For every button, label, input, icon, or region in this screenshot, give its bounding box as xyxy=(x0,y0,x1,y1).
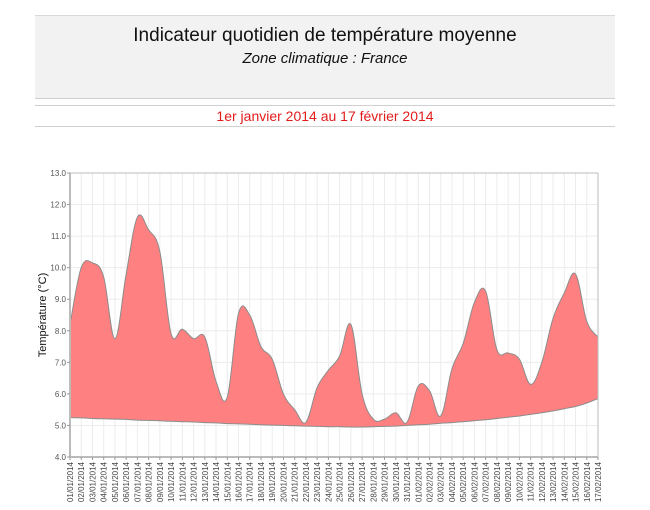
x-tick-label: 23/01/2014 xyxy=(313,461,322,502)
date-range: 1er janvier 2014 au 17 février 2014 xyxy=(35,105,615,127)
x-tick-label: 06/02/2014 xyxy=(470,461,479,502)
x-tick-label: 19/01/2014 xyxy=(268,461,277,502)
chart-header: Indicateur quotidien de température moye… xyxy=(35,15,615,99)
x-tick-label: 07/01/2014 xyxy=(133,461,142,502)
x-tick-label: 12/01/2014 xyxy=(190,461,199,502)
x-tick-label: 17/02/2014 xyxy=(594,461,603,502)
x-tick-label: 21/01/2014 xyxy=(291,461,300,502)
chart-title: Indicateur quotidien de température moye… xyxy=(133,25,517,46)
x-tick-label: 08/01/2014 xyxy=(145,461,154,502)
x-tick-label: 10/01/2014 xyxy=(167,461,176,502)
x-tick-label: 01/02/2014 xyxy=(414,461,423,502)
x-tick-label: 24/01/2014 xyxy=(324,461,333,502)
x-tick-label: 15/01/2014 xyxy=(223,461,232,502)
x-tick-label: 29/01/2014 xyxy=(381,461,390,502)
x-tick-label: 02/01/2014 xyxy=(77,461,86,502)
x-tick-label: 02/02/2014 xyxy=(425,461,434,502)
x-tick-label: 18/01/2014 xyxy=(257,461,266,502)
y-axis-label: Température (°C) xyxy=(37,273,49,357)
y-tick-label: 4.0 xyxy=(55,453,67,462)
y-tick-label: 12.0 xyxy=(50,201,66,210)
x-tick-label: 22/01/2014 xyxy=(302,461,311,502)
x-tick-label: 06/01/2014 xyxy=(122,461,131,502)
x-tick-label: 03/02/2014 xyxy=(437,461,446,502)
x-tick-label: 14/01/2014 xyxy=(212,461,221,502)
y-tick-label: 10.0 xyxy=(50,264,66,273)
x-tick-label: 07/02/2014 xyxy=(482,461,491,502)
x-tick-label: 04/01/2014 xyxy=(100,461,109,502)
x-tick-label: 20/01/2014 xyxy=(279,461,288,502)
x-tick-label: 16/02/2014 xyxy=(583,461,592,502)
x-tick-label: 05/01/2014 xyxy=(111,461,120,502)
x-tick-label: 13/01/2014 xyxy=(201,461,210,502)
x-tick-label: 14/02/2014 xyxy=(560,461,569,502)
x-tick-label: 08/02/2014 xyxy=(493,461,502,502)
x-tick-label: 27/01/2014 xyxy=(358,461,367,502)
x-tick-label: 12/02/2014 xyxy=(538,461,547,502)
x-tick-label: 11/02/2014 xyxy=(527,461,536,501)
x-tick-label: 09/02/2014 xyxy=(504,461,513,502)
x-tick-label: 03/01/2014 xyxy=(88,461,97,502)
x-tick-label: 01/01/2014 xyxy=(66,461,75,502)
x-tick-label: 17/01/2014 xyxy=(246,461,255,502)
y-tick-label: 6.0 xyxy=(55,390,67,399)
x-tick-label: 25/01/2014 xyxy=(336,461,345,502)
y-tick-label: 9.0 xyxy=(55,295,67,304)
y-tick-label: 8.0 xyxy=(55,327,67,336)
x-tick-label: 31/01/2014 xyxy=(403,461,412,502)
y-tick-label: 5.0 xyxy=(55,421,67,430)
x-tick-label: 04/02/2014 xyxy=(448,461,457,502)
x-tick-label: 05/02/2014 xyxy=(459,461,468,502)
x-tick-label: 13/02/2014 xyxy=(549,461,558,502)
chart-subtitle: Zone climatique : France xyxy=(242,50,408,67)
x-tick-label: 15/02/2014 xyxy=(572,461,581,502)
y-tick-label: 7.0 xyxy=(55,358,67,367)
y-tick-label: 13.0 xyxy=(50,169,66,178)
temperature-area xyxy=(69,214,599,428)
x-tick-label: 09/01/2014 xyxy=(156,461,165,502)
x-tick-label: 28/01/2014 xyxy=(369,461,378,502)
x-tick-label: 30/01/2014 xyxy=(392,461,401,502)
x-tick-label: 10/02/2014 xyxy=(515,461,524,502)
x-tick-label: 16/01/2014 xyxy=(235,461,244,502)
x-tick-label: 26/01/2014 xyxy=(347,461,356,502)
x-tick-label: 11/01/2014 xyxy=(178,461,187,501)
y-tick-label: 11.0 xyxy=(51,232,67,241)
